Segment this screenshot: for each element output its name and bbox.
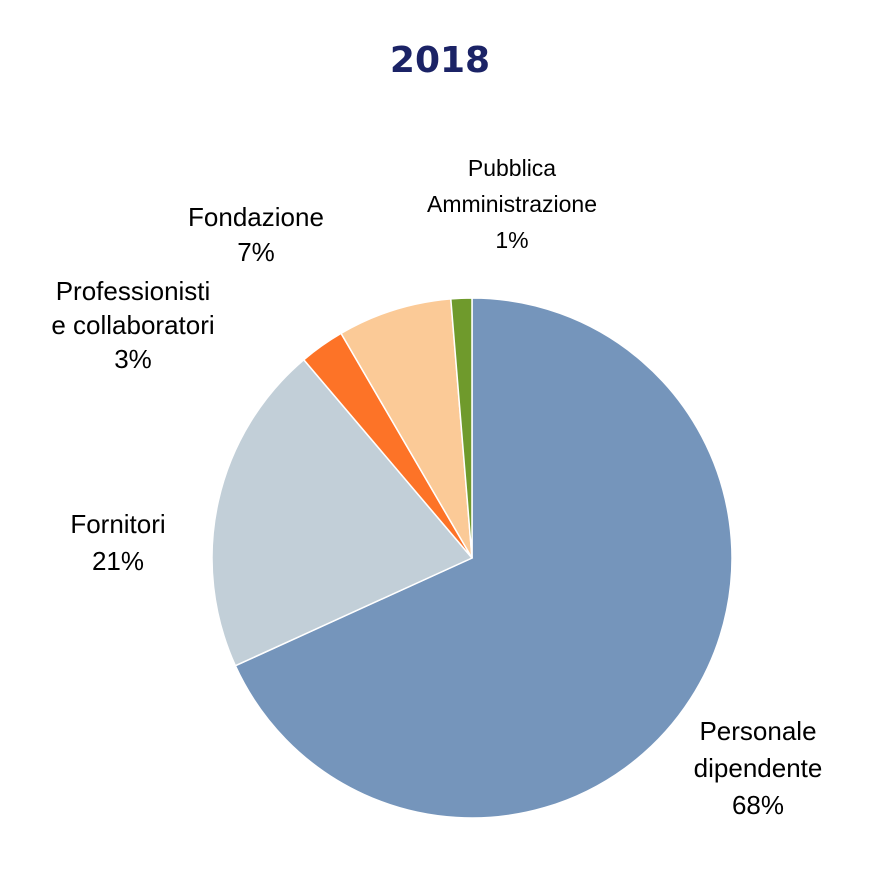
pie-slice	[211, 358, 474, 667]
slice-category-label: Amministrazione	[427, 191, 597, 217]
slice-label: Personale dipendente 68%	[694, 716, 823, 820]
slice-percent-label: 1%	[495, 227, 528, 253]
slice-percent-label: 68%	[732, 790, 784, 820]
slice-label: Professionisti e collaboratori 3%	[51, 276, 214, 374]
slice-category-label: dipendente	[694, 753, 823, 783]
slice-label: Fondazione 7%	[188, 202, 324, 267]
slice-labels: Personale dipendente 68% Fornitori 21% Profes…	[51, 155, 822, 820]
pie-slice	[340, 298, 473, 559]
pie-slices	[211, 297, 733, 819]
pie-slice	[449, 297, 473, 559]
slice-label: Pubblica Amministrazione 1%	[427, 155, 597, 253]
slice-percent-label: 7%	[237, 237, 275, 267]
pie-slice	[234, 297, 733, 819]
slice-category-label: e collaboratori	[51, 310, 214, 340]
slice-label: Fornitori 21%	[70, 509, 165, 576]
slice-category-label: Fornitori	[70, 509, 165, 539]
slice-category-label: Pubblica	[468, 155, 556, 181]
chart-title: 2018	[390, 40, 490, 81]
slice-category-label: Fondazione	[188, 202, 324, 232]
slice-percent-label: 21%	[92, 546, 144, 576]
slice-category-label: Professionisti	[56, 276, 211, 306]
slice-percent-label: 3%	[114, 344, 152, 374]
slice-category-label: Personale	[699, 716, 816, 746]
